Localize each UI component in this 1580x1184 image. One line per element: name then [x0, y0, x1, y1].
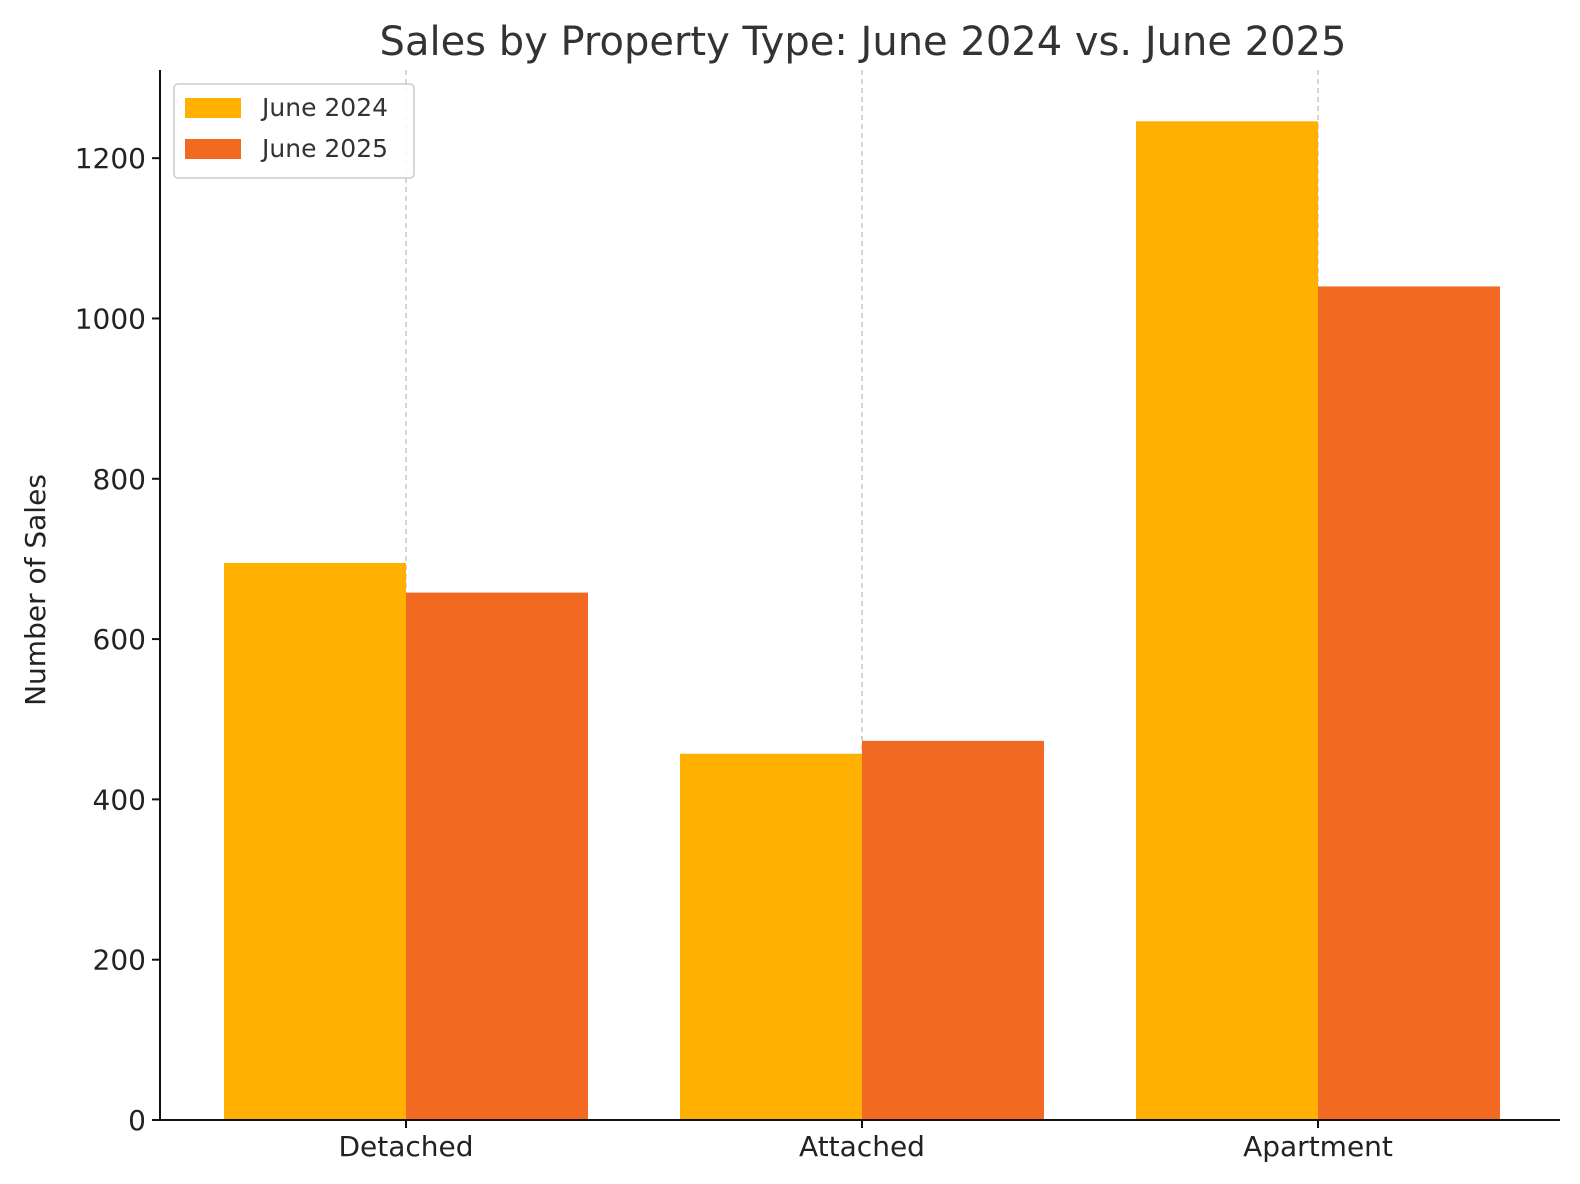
bars [224, 121, 1500, 1120]
y-tick-label: 800 [93, 463, 146, 496]
bar-series-1-detached [224, 562, 406, 1120]
y-tick-label: 400 [93, 783, 146, 816]
y-tick-label: 1200 [75, 142, 146, 175]
y-tick-label: 200 [93, 944, 146, 977]
y-tick-label: 1000 [75, 302, 146, 335]
y-tick-label: 0 [128, 1104, 146, 1137]
legend: June 2024 June 2025 [173, 83, 415, 179]
bar-series-1-attached [680, 753, 862, 1120]
y-tick-label: 600 [93, 623, 146, 656]
x-tick-label: Attached [799, 1130, 925, 1163]
chart-title: Sales by Property Type: June 2024 vs. Ju… [380, 19, 1347, 65]
legend-label: June 2025 [260, 134, 388, 163]
legend-swatch [185, 139, 241, 159]
y-axis-label: Number of Sales [19, 474, 52, 706]
legend-label: June 2024 [260, 93, 388, 122]
bar-series-2-apartment [1318, 286, 1500, 1120]
axes: 0 200 400 600 800 1000 1200 Detached Attached Apa… [75, 70, 1560, 1163]
bar-series-2-detached [406, 592, 588, 1120]
bar-series-1-apartment [1136, 121, 1318, 1120]
x-tick-label: Apartment [1243, 1130, 1393, 1163]
x-tick-label: Detached [338, 1130, 473, 1163]
legend-swatch [185, 98, 241, 118]
bar-series-2-attached [862, 740, 1044, 1120]
